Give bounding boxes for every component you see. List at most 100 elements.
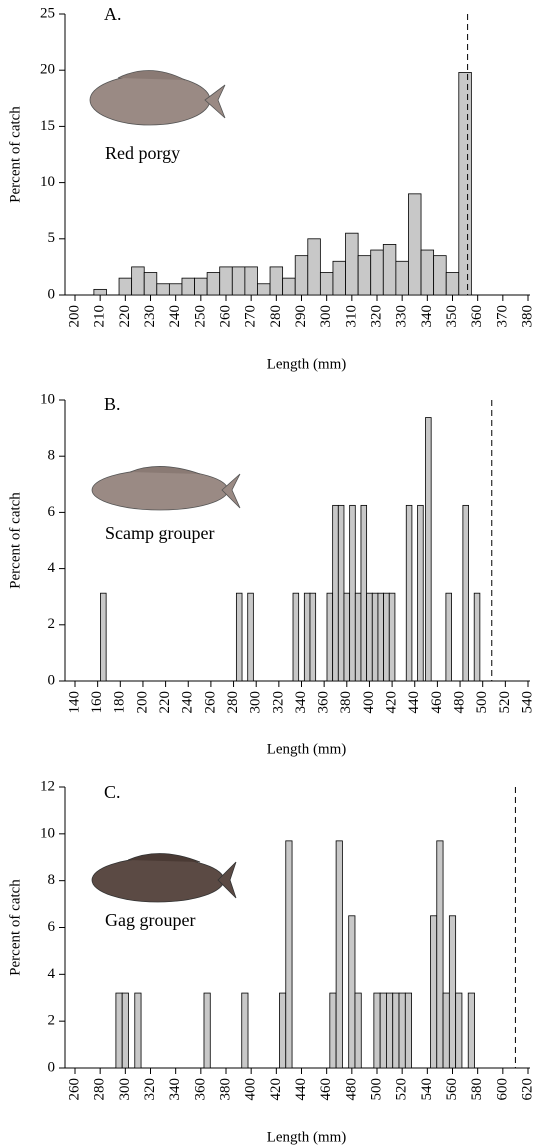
panel-label: B. [104, 394, 121, 414]
bar [100, 593, 106, 681]
bar [220, 267, 233, 295]
bar [426, 418, 432, 681]
bar [132, 267, 145, 295]
x-tick-label: 420 [268, 1078, 284, 1101]
y-tick-label: 4 [48, 966, 56, 982]
x-tick-label: 210 [92, 305, 108, 328]
bar [157, 284, 170, 295]
bar [333, 505, 339, 681]
bar [333, 261, 346, 295]
bar [418, 505, 424, 681]
bar [295, 256, 308, 295]
x-tick-label: 350 [444, 305, 460, 328]
bar [349, 916, 355, 1068]
x-tick-label: 360 [192, 1078, 208, 1101]
x-tick-label: 260 [202, 691, 218, 714]
bar [367, 593, 373, 681]
bar [443, 993, 449, 1068]
bar [446, 273, 459, 295]
bar [236, 593, 242, 681]
panel-label: A. [104, 4, 122, 24]
x-tick-label: 500 [368, 1078, 384, 1101]
bar [344, 593, 350, 681]
bar [242, 993, 248, 1068]
bar [119, 278, 132, 295]
bar [283, 278, 296, 295]
x-tick-label: 300 [117, 1078, 133, 1101]
bar [310, 593, 316, 681]
x-tick-label: 540 [519, 691, 535, 714]
bar [406, 505, 412, 681]
x-tick-label: 300 [318, 305, 334, 328]
bar [207, 273, 220, 295]
bar [421, 250, 434, 295]
x-tick-label: 500 [474, 691, 490, 714]
x-tick-label: 320 [270, 691, 286, 714]
x-tick-label: 360 [469, 305, 485, 328]
y-tick-label: 12 [40, 778, 55, 794]
x-tick-label: 220 [157, 691, 173, 714]
x-tick-label: 200 [66, 305, 82, 328]
bar [327, 593, 333, 681]
x-tick-label: 320 [142, 1078, 158, 1101]
x-tick-label: 620 [519, 1078, 535, 1101]
x-tick-label: 280 [92, 1078, 108, 1101]
bar [279, 993, 285, 1068]
bar [122, 993, 128, 1068]
bar [399, 993, 405, 1068]
bar [355, 993, 361, 1068]
bar [355, 593, 361, 681]
bar [446, 593, 452, 681]
x-axis-label: Length (mm) [267, 1129, 347, 1145]
x-tick-label: 560 [444, 1078, 460, 1101]
y-tick-label: 8 [48, 872, 56, 888]
y-tick-label: 20 [40, 62, 55, 78]
x-tick-label: 440 [293, 1078, 309, 1101]
bar [396, 261, 409, 295]
bar [408, 194, 421, 295]
x-tick-label: 260 [217, 305, 233, 328]
bar [330, 993, 336, 1068]
bar [257, 284, 270, 295]
bar [135, 993, 141, 1068]
bar [270, 267, 283, 295]
x-tick-label: 310 [343, 305, 359, 328]
bar [293, 593, 299, 681]
y-axis-label: Percent of catch [7, 879, 23, 976]
x-tick-label: 230 [142, 305, 158, 328]
x-tick-label: 370 [494, 305, 510, 328]
fish-c [92, 853, 236, 902]
y-tick-label: 2 [48, 1013, 56, 1029]
bar [384, 593, 390, 681]
bar [389, 593, 395, 681]
x-tick-label: 240 [167, 305, 183, 328]
bar [474, 593, 480, 681]
x-tick-label: 360 [316, 691, 332, 714]
x-tick-label: 520 [497, 691, 513, 714]
x-tick-label: 280 [225, 691, 241, 714]
x-tick-label: 340 [167, 1078, 183, 1101]
x-tick-label: 320 [368, 305, 384, 328]
bar [232, 267, 245, 295]
x-tick-label: 380 [217, 1078, 233, 1101]
y-axis-label: Percent of catch [7, 492, 23, 589]
x-tick-label: 400 [243, 1078, 259, 1101]
x-tick-label: 440 [406, 691, 422, 714]
bar [434, 256, 447, 295]
bar [393, 993, 399, 1068]
species-label: Gag grouper [105, 910, 195, 930]
fish-b [92, 466, 240, 510]
y-tick-label: 2 [48, 616, 56, 632]
bar [405, 993, 411, 1068]
bar [380, 993, 386, 1068]
y-tick-label: 10 [40, 174, 55, 190]
bar [308, 239, 321, 295]
y-tick-label: 0 [48, 1059, 56, 1075]
x-tick-label: 340 [419, 305, 435, 328]
x-tick-label: 340 [293, 691, 309, 714]
y-axis-label: Percent of catch [7, 106, 23, 203]
bar [204, 993, 210, 1068]
x-tick-label: 580 [469, 1078, 485, 1101]
x-tick-label: 520 [394, 1078, 410, 1101]
bar [437, 841, 443, 1068]
